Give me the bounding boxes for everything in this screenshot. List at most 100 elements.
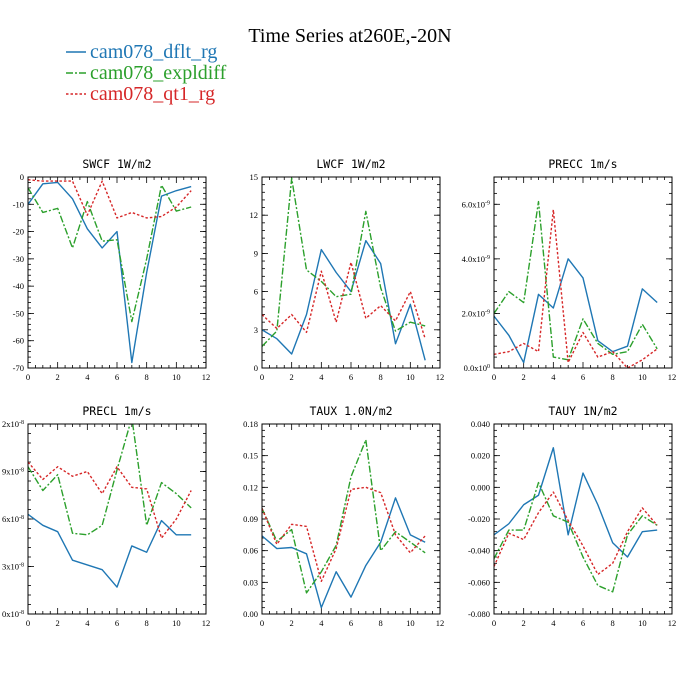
series-line-cam078_qt1_rg <box>28 179 192 219</box>
y-tick-label: -0.040 <box>468 546 490 556</box>
y-tick-label: 0.18 <box>243 419 258 429</box>
legend-label: cam078_qt1_rg <box>90 83 215 105</box>
series-line-cam078_qt1_rg <box>262 486 426 582</box>
plot-frame <box>493 176 673 369</box>
y-tick-mantissa: -40 <box>13 281 24 291</box>
y-tick-label: 12 <box>250 210 259 220</box>
series-line-cam078_qt1_rg <box>28 461 192 539</box>
panel-title: PRECC 1m/s <box>548 157 617 171</box>
x-tick-label: 8 <box>379 618 383 628</box>
x-tick-label: 2 <box>56 618 60 628</box>
plot-frame <box>27 423 207 615</box>
series-group <box>28 424 192 588</box>
chart-panel: TAUX 1.0N/m2 0 2 4 6 8 10 12 0.00 0.03 0.06 0.09 0.1… <box>243 404 444 628</box>
y-tick-label: 0.15 <box>243 451 258 461</box>
y-tick-label: 0.06 <box>243 546 258 556</box>
x-tick-label: 6 <box>115 618 119 628</box>
series-line-cam078_dflt_rg <box>494 447 658 558</box>
x-tick-label: 12 <box>436 372 445 382</box>
y-tick-mantissa: 0.18 <box>243 419 258 429</box>
x-tick-label: 2 <box>290 618 294 628</box>
series-group <box>494 200 658 368</box>
y-tick-exponent: -9 <box>485 309 490 315</box>
legend-entry: cam078_qt1_rg <box>66 83 215 105</box>
series-line-cam078_dflt_rg <box>262 497 426 609</box>
panel-title: PRECL 1m/s <box>82 404 151 418</box>
y-tick-mantissa: 9 <box>254 248 258 258</box>
y-tick-label: -10 <box>13 199 24 209</box>
y-tick-label: 2.0x10-9 <box>462 308 490 318</box>
x-tick-label: 0 <box>492 618 496 628</box>
y-tick-mantissa: 2x10 <box>2 419 19 429</box>
y-tick-label: 0.03 <box>243 577 258 587</box>
y-tick-mantissa: -70 <box>13 363 24 373</box>
y-tick-mantissa: 0.09 <box>243 514 258 524</box>
y-tick-label: 0.000 <box>471 482 490 492</box>
figure-title: Time Series at260E,-20N <box>248 25 451 47</box>
y-tick-mantissa: -0.080 <box>468 609 490 619</box>
x-tick-label: 6 <box>349 372 353 382</box>
legend-entry: cam078_dflt_rg <box>66 41 217 63</box>
x-tick-label: 8 <box>145 372 149 382</box>
x-tick-label: 12 <box>668 372 677 382</box>
panel-title: LWCF 1W/m2 <box>316 157 385 171</box>
plot-frame <box>261 423 441 615</box>
y-tick-mantissa: 0x10 <box>2 609 19 619</box>
x-tick-label: 4 <box>319 372 324 382</box>
y-tick-label: 0.0x100 <box>464 363 490 373</box>
x-tick-label: 0 <box>492 372 496 382</box>
plot-frame <box>261 176 441 369</box>
y-tick-label: 6 <box>254 287 258 297</box>
y-tick-label: 9 <box>254 248 258 258</box>
y-tick-label: -30 <box>13 254 24 264</box>
y-tick-label: -40 <box>13 281 24 291</box>
y-tick-mantissa: -0.020 <box>468 514 490 524</box>
chart-panel: PRECL 1m/s0 2 4 6 8 10 120x10-83x10-86x10-89x1… <box>2 404 210 628</box>
chart-panel: TAUY 1N/m2 0 2 4 6 8 10 12 -0.080 -0.060 -0.040 -0.… <box>468 404 676 628</box>
series-line-cam078_qt1_rg <box>494 209 658 368</box>
y-tick-mantissa: 3 <box>254 325 258 335</box>
x-tick-label: 6 <box>581 372 585 382</box>
y-tick-label: -0.020 <box>468 514 490 524</box>
y-tick-label: -0.060 <box>468 577 490 587</box>
y-tick-label: 2x10-8 <box>2 419 24 429</box>
x-tick-label: 4 <box>85 372 90 382</box>
x-tick-label: 8 <box>145 618 149 628</box>
series-line-cam078_expldiff <box>28 184 192 323</box>
x-tick-label: 4 <box>551 618 556 628</box>
x-tick-label: 0 <box>26 372 30 382</box>
series-line-cam078_expldiff <box>494 200 658 361</box>
y-tick-label: 0.12 <box>243 482 258 492</box>
y-tick-mantissa: 0.03 <box>243 577 258 587</box>
y-tick-mantissa: 0.000 <box>471 482 490 492</box>
x-tick-label: 2 <box>56 372 60 382</box>
series-line-cam078_dflt_rg <box>262 239 426 361</box>
y-tick-label: 0 <box>254 363 258 373</box>
legend: cam078_dflt_rgcam078_expldiffcam078_qt1_… <box>66 41 227 105</box>
y-tick-mantissa: -60 <box>13 336 24 346</box>
y-tick-mantissa: 9x10 <box>2 467 19 477</box>
y-tick-label: 0 <box>20 172 24 182</box>
y-tick-mantissa: 0.040 <box>471 419 490 429</box>
y-tick-label: 0.020 <box>471 451 490 461</box>
chart-panels: SWCF 1W/m2 0 2 4 6 8 10 12 0 -10 -20 -30 -40 -50 -60 -7… <box>2 157 676 628</box>
y-tick-mantissa: 0.00 <box>243 609 258 619</box>
y-tick-mantissa: -10 <box>13 199 24 209</box>
x-tick-label: 12 <box>668 618 677 628</box>
chart-panel: LWCF 1W/m2 0 2 4 6 8 10 12 0 3 6 9 12 15 <box>250 157 445 382</box>
series-line-cam078_expldiff <box>262 177 426 347</box>
panel-title: SWCF 1W/m2 <box>82 157 151 171</box>
y-tick-label: 6x10-8 <box>2 514 24 524</box>
x-tick-label: 6 <box>115 372 119 382</box>
y-tick-mantissa: -30 <box>13 254 24 264</box>
y-tick-mantissa: 0.020 <box>471 451 490 461</box>
y-tick-mantissa: 0 <box>254 363 258 373</box>
x-tick-label: 4 <box>319 618 324 628</box>
x-tick-label: 0 <box>260 618 264 628</box>
y-tick-mantissa: 6 <box>254 287 258 297</box>
x-tick-label: 12 <box>436 618 445 628</box>
x-tick-label: 2 <box>522 618 526 628</box>
y-tick-mantissa: -20 <box>13 227 24 237</box>
x-tick-label: 12 <box>202 618 211 628</box>
